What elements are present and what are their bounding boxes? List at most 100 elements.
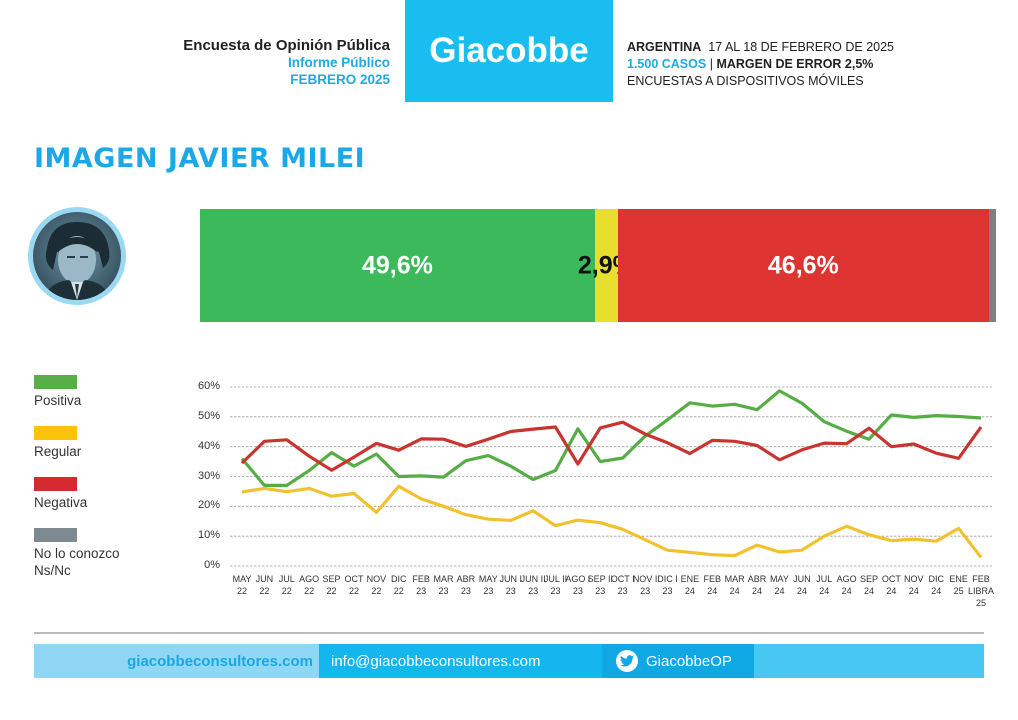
x-tick-label-line: 23 — [483, 586, 494, 596]
x-tick-label-line: 23 — [528, 586, 539, 596]
legend-swatch — [34, 375, 77, 389]
email-link[interactable]: info@giacobbeconsultores.com — [319, 644, 602, 678]
x-tick-label: MAR 24 — [722, 573, 748, 597]
x-tick-label: DIC 24 — [923, 573, 949, 597]
legend-label: Negativa — [34, 495, 88, 510]
report-date: FEBRERO 2025 — [290, 72, 390, 87]
report-type: Informe Público — [287, 55, 390, 70]
x-tick-label: AGO I 23 — [565, 573, 591, 597]
x-tick-label-line: 24 — [796, 586, 807, 596]
x-tick-label: JUN 22 — [251, 573, 277, 597]
x-tick-label-line: JUN II — [520, 574, 546, 584]
x-tick-label-line: NOV — [904, 574, 924, 584]
x-tick-label: MAY 23 — [475, 573, 501, 597]
x-tick-label-line: SEP II — [587, 574, 613, 584]
x-tick-label-line: 22 — [371, 586, 382, 596]
x-tick-label-line: AGO — [836, 574, 857, 584]
x-tick-label-line: MAR — [433, 574, 454, 584]
legend-item: Negativa — [34, 477, 194, 511]
x-tick-label: OCT 22 — [341, 573, 367, 597]
x-tick-label: FEB 23 — [408, 573, 434, 597]
legend-swatch — [34, 477, 77, 491]
x-tick-label: AGO 24 — [834, 573, 860, 597]
x-tick-label: NOV 22 — [363, 573, 389, 597]
footer: giacobbeconsultores.com info@giacobbecon… — [34, 644, 984, 678]
avatar — [28, 207, 126, 305]
country: ARGENTINA — [627, 40, 702, 54]
margin-error: MARGEN DE ERROR 2,5% — [716, 57, 874, 71]
x-tick-label-line: 23 — [505, 586, 516, 596]
x-tick-label-line: OCT I — [610, 574, 635, 584]
bar-segment-negativa: 46,6% — [617, 209, 989, 322]
x-tick-label-line: ABR — [456, 574, 476, 584]
x-tick-label-line: 24 — [864, 586, 875, 596]
series-line-regular — [241, 484, 983, 559]
x-tick-label-line: FEB — [972, 574, 990, 584]
x-tick-label-line: 22 — [393, 586, 404, 596]
x-tick-label-line: 24 — [752, 586, 763, 596]
summary-bar: 49,6% 2,9% 46,6% — [200, 209, 996, 322]
x-tick-label-line: 24 — [729, 586, 740, 596]
x-tick-label-line: 22 — [304, 586, 315, 596]
x-tick-label: SEP 24 — [856, 573, 882, 597]
brand-logo: Giacobbe — [405, 0, 613, 102]
x-tick-label: MAY 22 — [229, 573, 255, 597]
x-tick-label-line: JUN — [255, 574, 274, 584]
separator: | — [709, 57, 713, 71]
y-tick-label: 30% — [197, 469, 220, 482]
x-tick-label-line: NOV — [366, 574, 387, 584]
series-line-negativa — [240, 420, 983, 472]
footer-divider — [34, 632, 984, 634]
cases: 1.500 CASOS — [627, 57, 707, 71]
x-tick-label-line: 25 — [953, 586, 964, 596]
y-tick-label: 40% — [197, 439, 220, 452]
method: ENCUESTAS A DISPOSITIVOS MÓVILES — [627, 74, 864, 88]
twitter-link[interactable]: GiacobbeOP — [602, 644, 754, 678]
portrait-image — [33, 212, 121, 300]
x-tick-label-line: ENE — [949, 574, 968, 584]
y-tick-label: 50% — [197, 409, 220, 422]
x-tick-label-line: DIC — [928, 574, 944, 584]
twitter-handle: GiacobbeOP — [646, 652, 732, 670]
legend-swatch — [34, 528, 77, 542]
bar-segment-positiva: 49,6% — [200, 209, 595, 322]
x-tick-label-line: 24 — [774, 586, 785, 596]
website-text: giacobbeconsultores.com — [127, 652, 313, 670]
x-tick-label-line: 23 — [550, 586, 561, 596]
x-tick-label-line: 23 — [595, 586, 606, 596]
x-tick-label-line: FEB — [412, 574, 430, 584]
x-tick-label: JUL II 23 — [543, 573, 569, 597]
x-tick-label-line: DIC — [391, 574, 407, 584]
x-tick-label: FEB LIBRA 25 — [968, 573, 994, 609]
x-tick-label-line: SEP — [322, 574, 341, 584]
x-tick-label: ABR 24 — [744, 573, 770, 597]
x-tick-label-line: 24 — [707, 586, 718, 596]
twitter-icon — [616, 650, 638, 672]
x-tick-label-line: 24 — [819, 586, 830, 596]
x-tick-label-line: 24 — [684, 586, 695, 596]
x-tick-label-line: 23 — [460, 586, 471, 596]
field-dates: 17 AL 18 DE FEBRERO DE 2025 — [708, 40, 895, 54]
x-tick-label-line: AGO I — [565, 574, 591, 584]
x-tick-label: MAY 24 — [766, 573, 792, 597]
x-tick-label-line: 24 — [908, 586, 919, 596]
x-tick-label-line: 22 — [236, 586, 247, 596]
x-tick-label-line: MAY — [232, 574, 252, 584]
legend-label: Positiva — [34, 393, 82, 408]
x-tick-label-line: 24 — [886, 586, 897, 596]
legend-item: No lo conozco Ns/Nc — [34, 528, 194, 579]
x-tick-label-line: JUL — [278, 574, 295, 584]
x-tick-label-line: 23 — [662, 586, 673, 596]
x-tick-label: JUN I 23 — [498, 573, 524, 597]
x-tick-label: DIC I 23 — [654, 573, 680, 597]
x-tick-label-line: SEP — [860, 574, 879, 584]
x-tick-label: DIC 22 — [386, 573, 412, 597]
header-left: Encuesta de Opinión Pública Informe Públ… — [183, 37, 390, 88]
x-tick-label-line: MAY — [478, 574, 498, 584]
bar-segment-no-lo-conozco-ns-nc — [988, 209, 996, 322]
bar-segment-label: 46,6% — [767, 251, 839, 279]
legend-label: No lo conozco Ns/Nc — [34, 546, 120, 578]
x-tick-label-line: DIC I — [657, 574, 678, 584]
website-link[interactable]: giacobbeconsultores.com — [34, 644, 319, 678]
